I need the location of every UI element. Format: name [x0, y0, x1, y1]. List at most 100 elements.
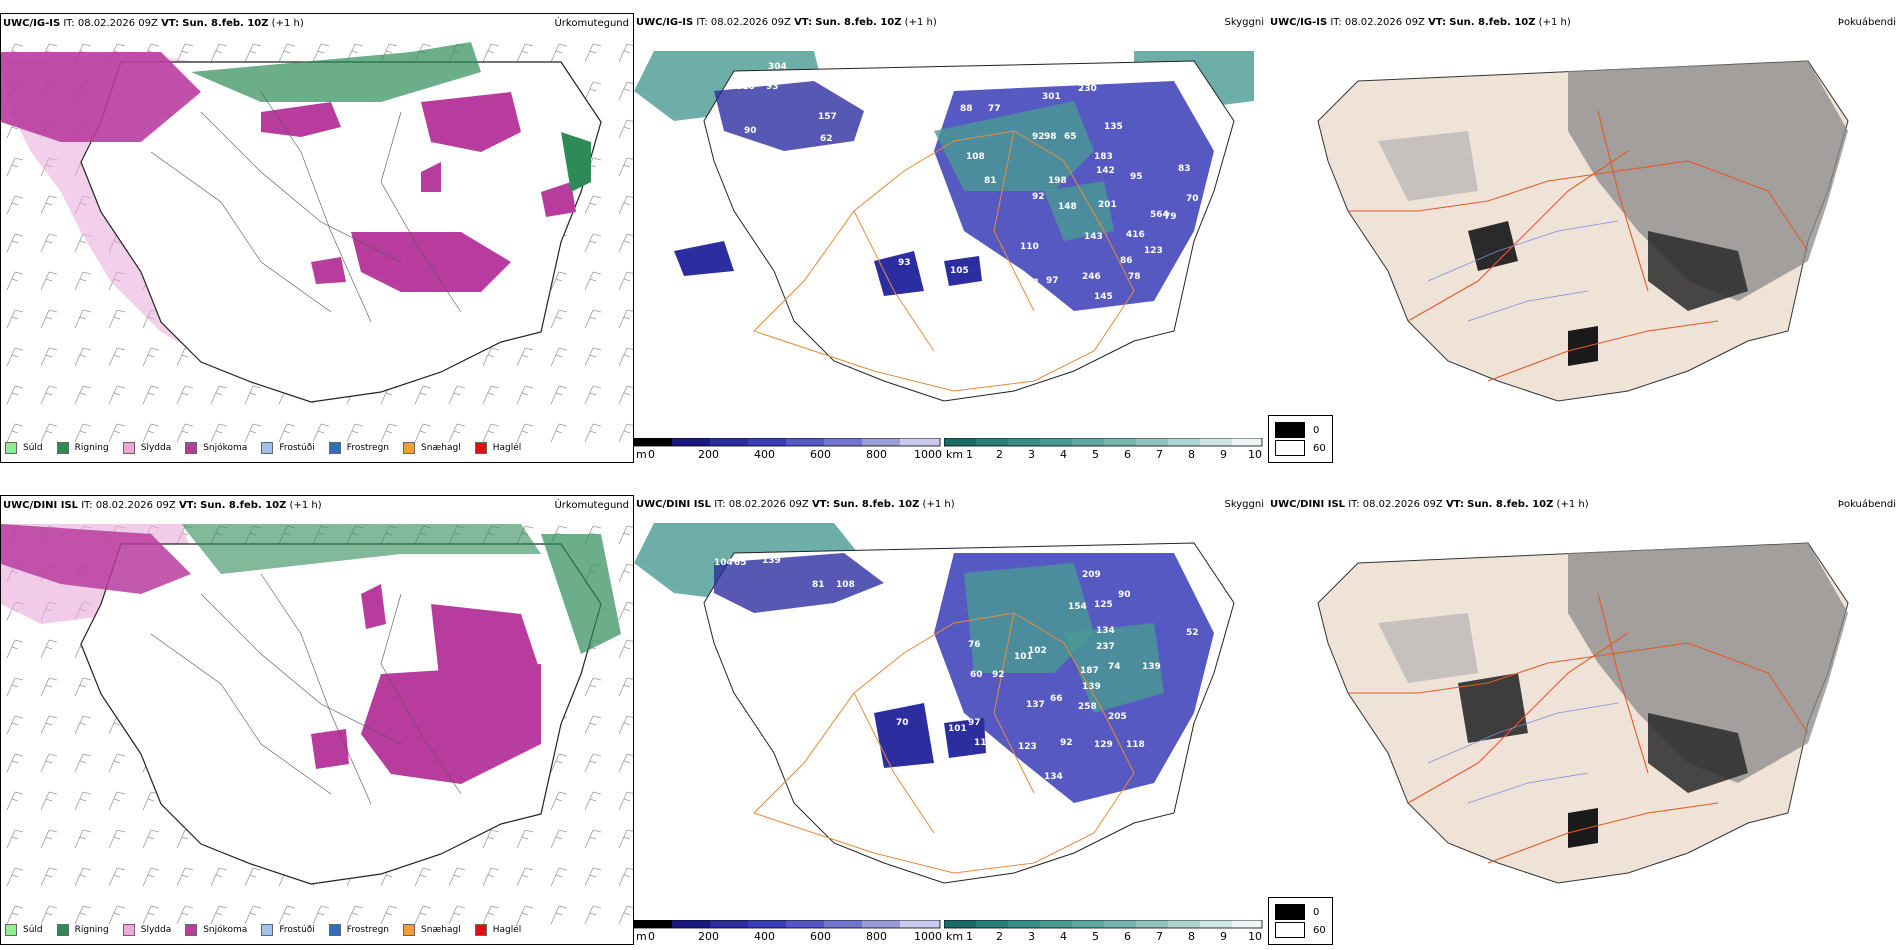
cloud-base-label: 187 [1080, 666, 1099, 676]
cloud-base-label: 134 [1044, 772, 1063, 782]
scale-tick: 1000 [914, 448, 942, 461]
cloud-base-label: 139 [1082, 682, 1101, 692]
scale-tick: 7 [1156, 448, 1163, 461]
cloud-base-label: 92 [1032, 132, 1045, 142]
cloud-base-label: 139 [762, 556, 781, 566]
scale-tick: 9 [1220, 930, 1227, 943]
scale-tick: 5 [1092, 930, 1099, 943]
legend-item: Rigning [56, 924, 109, 936]
cloud-base-label: 123 [1144, 246, 1163, 256]
visibility-value-labels: 304 118 93 157 255 88 77 301 230 62 90 9… [736, 62, 1199, 354]
cloud-base-colorbar [634, 438, 941, 447]
visibility-panel-row1: UWC/IG-IS IT: 08.02.2026 09Z VT: Sun. 8.… [634, 13, 1268, 463]
cloud-base-label: 86 [1120, 256, 1133, 266]
precip-legend: Súld Rigning Slydda Snjókoma Frostúði Fr… [5, 442, 521, 454]
scale-tick: 400 [754, 930, 775, 943]
legend-item: Snjókoma [185, 924, 247, 936]
scale-tick: 200 [698, 930, 719, 943]
cloud-base-label: 129 [1094, 740, 1113, 750]
scale-tick: 600 [810, 448, 831, 461]
cloud-base-label: 205 [1108, 712, 1127, 722]
cloud-base-label: 65 [1064, 132, 1077, 142]
fog-scale-value: 0 [1313, 906, 1320, 918]
legend-item: Haglél [474, 442, 521, 454]
legend-item: Frostregn [328, 442, 389, 454]
panel-header: UWC/IG-IS IT: 08.02.2026 09Z VT: Sun. 8.… [3, 18, 304, 29]
legend-item: Snæhagl [403, 924, 461, 936]
visibility-map: 94 79 282 104 65 139 104 102 209 81 108 … [634, 523, 1235, 884]
cloud-base-label: 282 [1080, 536, 1099, 546]
precip-type-panel-row1: UWC/IG-IS IT: 08.02.2026 09Z VT: Sun. 8.… [0, 13, 634, 463]
visibility-scale: km 1 2 3 4 5 6 7 8 9 10 [944, 920, 1268, 944]
cloud-base-label: 143 [1084, 232, 1103, 242]
visibility-scale: km 1 2 3 4 5 6 7 8 9 10 [944, 438, 1268, 462]
fog-panel-row2: UWC/DINI ISL IT: 08.02.2026 09Z VT: Sun.… [1268, 495, 1900, 945]
cloud-base-label: 70 [1186, 194, 1199, 204]
cloud-base-label: 188 [1020, 278, 1039, 288]
cloud-base-label: 66 [1050, 694, 1063, 704]
cloud-base-label: 258 [1078, 702, 1097, 712]
scale-tick: 2 [996, 448, 1003, 461]
scale-tick: 9 [1220, 448, 1227, 461]
cloud-base-label: 142 [1096, 166, 1115, 176]
cloud-base-label: 104 [902, 556, 921, 566]
cloud-base-label: 101 [1014, 652, 1033, 662]
cloud-base-label: 304 [768, 62, 787, 72]
scale-tick: 400 [754, 448, 775, 461]
cloud-base-label: 117 [974, 738, 993, 748]
fog-panel-row1: UWC/IG-IS IT: 08.02.2026 09Z VT: Sun. 8.… [1268, 13, 1900, 463]
cloud-base-label: 137 [1026, 700, 1045, 710]
scale-tick: 600 [810, 930, 831, 943]
cloud-base-label: 185 [888, 698, 907, 708]
cloud-base-label: 135 [1104, 122, 1123, 132]
cloud-base-label: 75 [1064, 344, 1077, 354]
cloud-base-label: 62 [820, 134, 833, 144]
cloud-base-label: 101 [948, 724, 967, 734]
cloud-base-label: 123 [1018, 742, 1037, 752]
cloud-base-label: 145 [1094, 292, 1113, 302]
legend-item: Haglél [474, 924, 521, 936]
cloud-base-scale: m 0 200 400 600 800 1000 [634, 920, 944, 944]
visibility-colorbar [944, 438, 1263, 447]
cloud-base-label: 110 [1020, 242, 1039, 252]
scale-tick: 5 [1092, 448, 1099, 461]
cloud-base-label: 104 [714, 558, 733, 568]
variable-title: Úrkomutegund [554, 18, 629, 29]
cloud-base-label: 52 [1186, 628, 1199, 638]
cloud-base-label: 70 [896, 718, 909, 728]
panel-header: UWC/IG-IS IT: 08.02.2026 09Z VT: Sun. 8.… [1270, 17, 1571, 28]
cloud-base-label: 95 [1130, 172, 1143, 182]
legend-item: Slydda [122, 924, 171, 936]
scale-tick: 8 [1188, 448, 1195, 461]
legend-item: Snæhagl [403, 442, 461, 454]
visibility-map: 304 118 93 157 255 88 77 301 230 62 90 9… [634, 51, 1254, 402]
scale-tick: 1 [966, 930, 973, 943]
cloud-base-label: 97 [1046, 276, 1059, 286]
legend-item: Frostúði [261, 442, 315, 454]
legend-item: Snjókoma [185, 442, 247, 454]
cloud-base-label: 237 [1096, 642, 1115, 652]
fog-map [1317, 60, 1849, 402]
cloud-base-label: 90 [744, 126, 757, 136]
scale-tick: 10 [1248, 448, 1262, 461]
cloud-base-label: 148 [1058, 202, 1077, 212]
panel-header: UWC/DINI ISL IT: 08.02.2026 09Z VT: Sun.… [3, 500, 322, 511]
variable-title: Þokuábendi [1837, 499, 1896, 510]
legend-item: Súld [5, 442, 43, 454]
cloud-base-label: 94 [980, 540, 993, 550]
legend-item: Slydda [122, 442, 171, 454]
precip-legend: Súld Rigning Slydda Snjókoma Frostúði Fr… [5, 924, 521, 936]
legend-item: Frostúði [261, 924, 315, 936]
scale-tick: 8 [1188, 930, 1195, 943]
cloud-base-label: 209 [1082, 570, 1101, 580]
cloud-base-label: 87 [980, 252, 993, 262]
cloud-base-label: 93 [898, 258, 911, 268]
cloud-base-label: 255 [924, 102, 943, 112]
cloud-base-colorbar [634, 920, 941, 929]
cloud-base-label: 183 [1094, 152, 1113, 162]
scale-tick: 3 [1028, 930, 1035, 943]
legend-item: Súld [5, 924, 43, 936]
scale-tick: 4 [1060, 448, 1067, 461]
cloud-base-label: 118 [736, 82, 755, 92]
cloud-base-label: 118 [1126, 740, 1145, 750]
